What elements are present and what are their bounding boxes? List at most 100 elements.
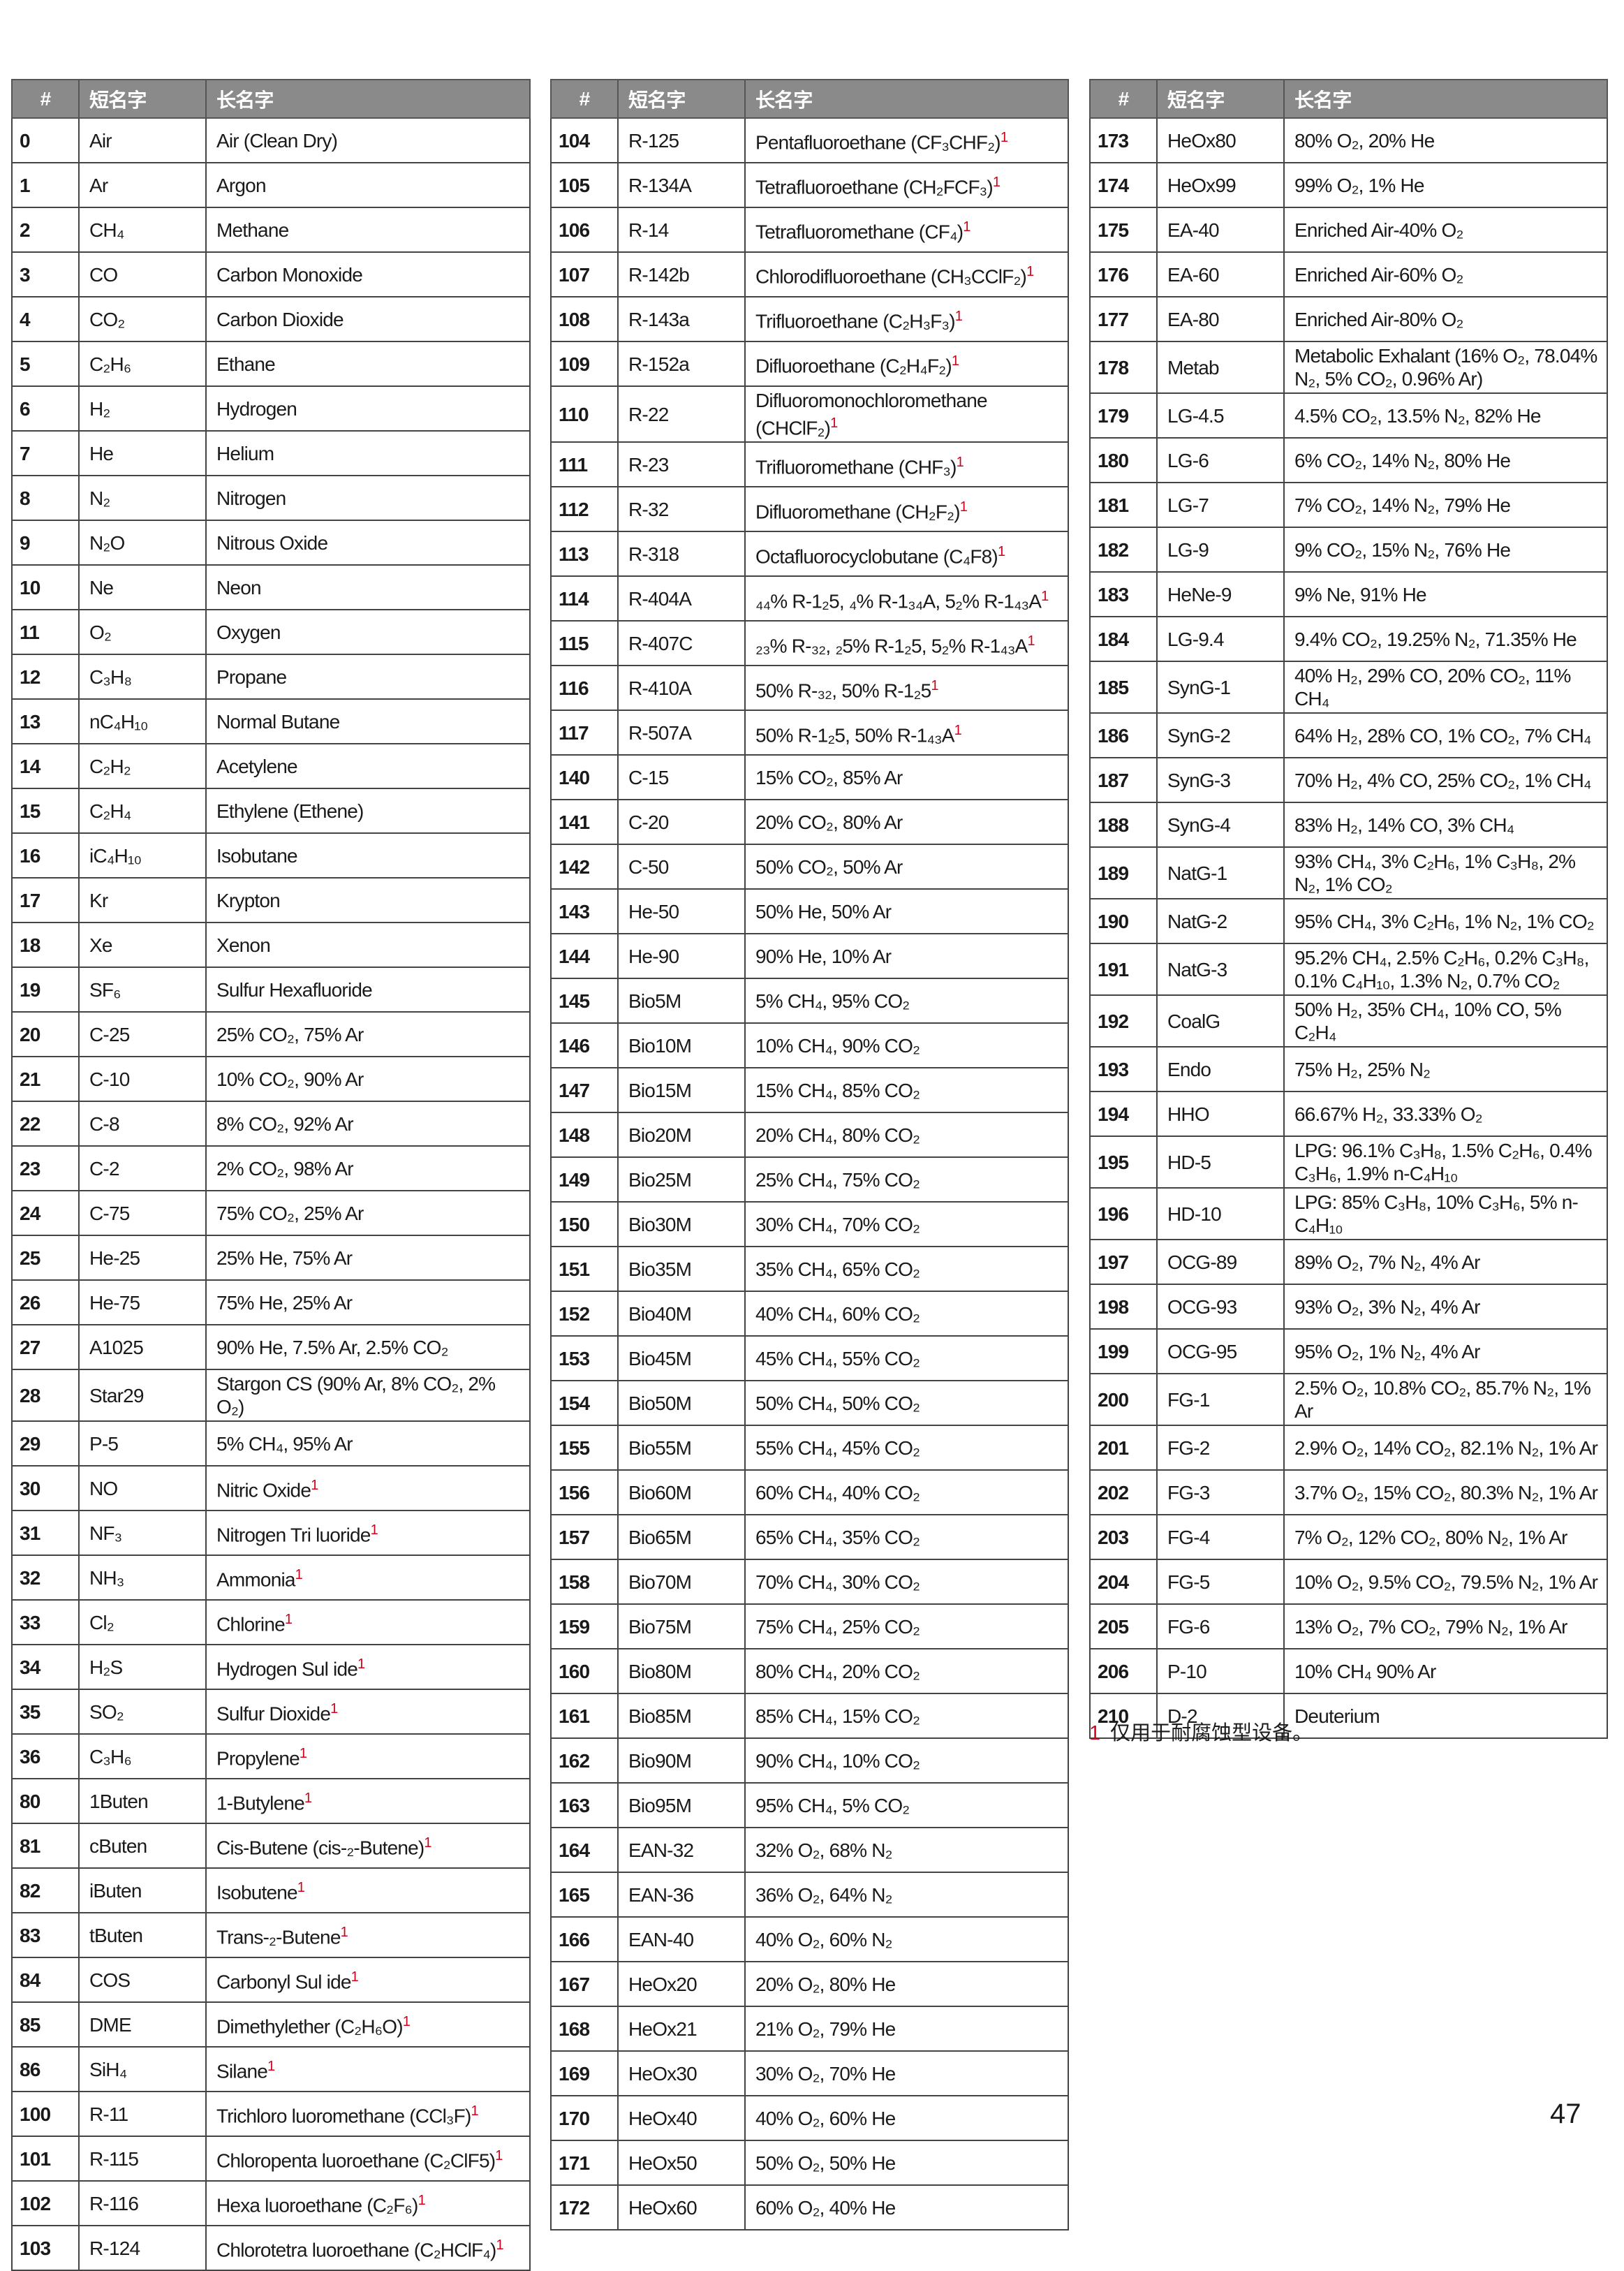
short-name: EA-60 xyxy=(1156,251,1285,297)
gas-number: 206 xyxy=(1089,1648,1158,1694)
long-name-text: Helium xyxy=(216,442,274,464)
long-name: 93% CH₄, 3% C₂H₆, 1% C₃H₈, 2% N₂, 1% CO₂ xyxy=(1283,846,1608,899)
table-row: 107 R-142b Chlorodifluoroethane (CH₃CClF₂)… xyxy=(550,251,1069,297)
long-name: Sulfur Hexafluoride xyxy=(205,967,531,1013)
long-name: Octafluorocyclobutane (C₄F8)1 xyxy=(744,531,1069,578)
long-name: 75% H₂, 25% N₂ xyxy=(1283,1046,1608,1092)
table-row: 20 C-25 25% CO₂, 75% Ar xyxy=(11,1011,531,1057)
short-name: HeOx20 xyxy=(617,1961,746,2008)
gas-number: 109 xyxy=(550,341,619,387)
long-name: 50% R-1₂5, 50% R-1₄₃A1 xyxy=(744,710,1069,756)
footnote-ref: 1 xyxy=(959,499,968,515)
long-name: Chloropenta luoroethane (C₂ClF5)1 xyxy=(205,2136,531,2182)
long-name-text: Difluoroethane (C₂H₄F₂) xyxy=(755,355,952,377)
long-name-text: Cis-Butene (cis-₂-Butene) xyxy=(216,1837,425,1859)
short-name: HD-10 xyxy=(1156,1187,1285,1240)
short-name: SiH₄ xyxy=(78,2046,207,2092)
long-name-text: 89% O₂, 7% N₂, 4% Ar xyxy=(1294,1251,1480,1273)
long-name-text: 10% CH₄ 90% Ar xyxy=(1294,1660,1436,1682)
column-header: 短名字 xyxy=(78,79,207,119)
short-name: P-10 xyxy=(1156,1648,1285,1694)
long-name-text: 50% H₂, 35% CH₄, 10% CO, 5% C₂H₄ xyxy=(1294,999,1562,1043)
table-row: 31 NF₃ Nitrogen Tri luoride1 xyxy=(11,1510,531,1556)
long-name-text: 60% CH₄, 40% CO₂ xyxy=(755,1481,920,1504)
long-name-text: 9% CO₂, 15% N₂, 76% He xyxy=(1294,538,1511,561)
short-name: OCG-93 xyxy=(1156,1284,1285,1330)
table-row: 162 Bio90M 90% CH₄, 10% CO₂ xyxy=(550,1737,1069,1784)
long-name: 70% H₂, 4% CO, 25% CO₂, 1% CH₄ xyxy=(1283,757,1608,803)
short-name: SynG-1 xyxy=(1156,661,1285,714)
gas-number: 147 xyxy=(550,1067,619,1114)
short-name: He-75 xyxy=(78,1279,207,1325)
long-name-text: Krypton xyxy=(216,889,281,911)
short-name: HeOx60 xyxy=(617,2184,746,2231)
long-name-text: 10% CH₄, 90% CO₂ xyxy=(755,1034,920,1057)
short-name: EA-80 xyxy=(1156,296,1285,342)
short-name: R-23 xyxy=(617,441,746,488)
long-name-text: Isobutane xyxy=(216,844,298,867)
short-name: C-8 xyxy=(78,1101,207,1147)
table-row: 32 NH₃ Ammonia1 xyxy=(11,1555,531,1601)
short-name: R-507A xyxy=(617,710,746,756)
long-name: Ethane xyxy=(205,341,531,387)
table-row: 116 R-410A 50% R-₃₂, 50% R-1₂51 xyxy=(550,665,1069,712)
short-name: LG-9 xyxy=(1156,527,1285,573)
long-name: 99% O₂, 1% He xyxy=(1283,162,1608,208)
long-name-text: 75% He, 25% Ar xyxy=(216,1291,353,1314)
table-row: 185 SynG-1 40% H₂, 29% CO, 20% CO₂, 11% CH… xyxy=(1089,661,1608,714)
table-row: 159 Bio75M 75% CH₄, 25% CO₂ xyxy=(550,1603,1069,1650)
table-row: 200 FG-1 2.5% O₂, 10.8% CO₂, 85.7% N₂, 1% … xyxy=(1089,1373,1608,1426)
gas-number: 30 xyxy=(11,1465,80,1511)
table-row: 156 Bio60M 60% CH₄, 40% CO₂ xyxy=(550,1469,1069,1516)
long-name: Enriched Air-60% O₂ xyxy=(1283,251,1608,297)
footnote-ref: 1 xyxy=(992,175,1001,191)
short-name: C-75 xyxy=(78,1190,207,1236)
long-name-text: Enriched Air-40% O₂ xyxy=(1294,219,1463,241)
table-row: 18 Xe Xenon xyxy=(11,922,531,968)
long-name: 2% CO₂, 98% Ar xyxy=(205,1145,531,1191)
short-name: Bio5M xyxy=(617,978,746,1024)
long-name-text: Nitrous Oxide xyxy=(216,531,328,554)
short-name: HeOx50 xyxy=(617,2140,746,2187)
gas-number: 193 xyxy=(1089,1046,1158,1092)
long-name-text: Nitric Oxide xyxy=(216,1479,311,1501)
short-name: NatG-2 xyxy=(1156,898,1285,944)
short-name: C-10 xyxy=(78,1056,207,1102)
long-name-text: 70% H₂, 4% CO, 25% CO₂, 1% CH₄ xyxy=(1294,769,1591,791)
column-header: 长名字 xyxy=(744,79,1069,119)
long-name: 10% CH₄, 90% CO₂ xyxy=(744,1022,1069,1069)
short-name: He-25 xyxy=(78,1235,207,1281)
long-name-text: 10% O₂, 9.5% CO₂, 79.5% N₂, 1% Ar xyxy=(1294,1571,1598,1593)
short-name: A1025 xyxy=(78,1324,207,1370)
long-name-text: Hydrogen Sul ide xyxy=(216,1658,358,1680)
table-row: 25 He-25 25% He, 75% Ar xyxy=(11,1235,531,1281)
long-name-text: Chlorodifluoroethane (CH₃CClF₂) xyxy=(755,265,1027,288)
long-name-text: 15% CO₂, 85% Ar xyxy=(755,766,903,788)
table-row: 147 Bio15M 15% CH₄, 85% CO₂ xyxy=(550,1067,1069,1114)
table-row: 19 SF₆ Sulfur Hexafluoride xyxy=(11,967,531,1013)
table-row: 8 N₂ Nitrogen xyxy=(11,475,531,521)
gas-number: 167 xyxy=(550,1961,619,2008)
short-name: Bio40M xyxy=(617,1291,746,1337)
long-name: 2.9% O₂, 14% CO₂, 82.1% N₂, 1% Ar xyxy=(1283,1425,1608,1471)
long-name: 60% CH₄, 40% CO₂ xyxy=(744,1469,1069,1516)
long-name-text: Nitrogen xyxy=(216,487,286,509)
footnote-ref: 1 xyxy=(295,1567,303,1583)
footnote-ref: 1 xyxy=(402,2014,411,2030)
table-row: 152 Bio40M 40% CH₄, 60% CO₂ xyxy=(550,1291,1069,1337)
gas-number: 18 xyxy=(11,922,80,968)
long-name: 36% O₂, 64% N₂ xyxy=(744,1872,1069,1918)
gas-number: 161 xyxy=(550,1693,619,1740)
gas-number: 163 xyxy=(550,1782,619,1829)
short-name: NF₃ xyxy=(78,1510,207,1556)
short-name: Bio10M xyxy=(617,1022,746,1069)
long-name-text: 64% H₂, 28% CO, 1% CO₂, 7% CH₄ xyxy=(1294,724,1591,747)
long-name: 80% O₂, 20% He xyxy=(1283,117,1608,163)
long-name-text: Dimethylether (C₂H₆O) xyxy=(216,2015,404,2038)
long-name: ₄₄% R-1₂5, ₄% R-1₃₄A, 5₂% R-1₄₃A1 xyxy=(744,575,1069,622)
long-name-text: 75% CO₂, 25% Ar xyxy=(216,1202,364,1224)
gas-number: 160 xyxy=(550,1648,619,1695)
short-name: iButen xyxy=(78,1867,207,1913)
gas-number: 181 xyxy=(1089,482,1158,528)
long-name-text: Normal Butane xyxy=(216,710,340,733)
